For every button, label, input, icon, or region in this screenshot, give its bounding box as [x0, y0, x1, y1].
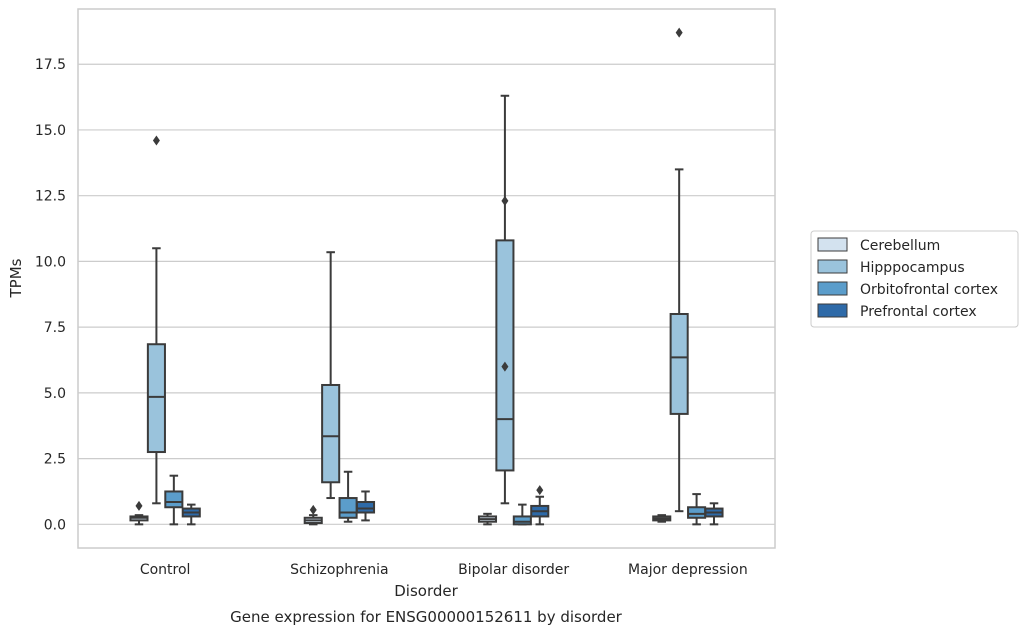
plot-frame: [77, 8, 776, 549]
legend-frame: [810, 230, 1019, 328]
y-tick-label: 5.0: [44, 386, 66, 402]
box-body: [164, 490, 184, 509]
box-cerebellum: [303, 504, 323, 526]
outlier-point: [675, 27, 683, 38]
box-body: [687, 506, 707, 519]
legend-swatch: [817, 281, 848, 296]
legend: Cerebellum Hipppocampus Orbitofrontal cort…: [810, 230, 1019, 328]
x-axis-ticks: Control Schizophrenia Bipolar disorder Majo…: [140, 562, 748, 578]
y-tick-label: 12.5: [35, 189, 66, 205]
legend-swatch: [817, 303, 848, 318]
grid-lines: [78, 63, 775, 525]
y-tick-label: 2.5: [44, 452, 66, 468]
box-hipppocampus: [495, 94, 515, 505]
box-body: [355, 500, 376, 514]
outlier-point: [152, 135, 160, 146]
box-hipppocampus: [669, 27, 689, 513]
legend-label: Cerebellum: [860, 238, 940, 254]
box-cerebellum: [477, 512, 498, 526]
y-tick-label: 10.0: [35, 254, 66, 270]
box-body: [495, 239, 515, 472]
legend-label: Orbitofrontal cortex: [860, 282, 998, 298]
box-cerebellum: [652, 514, 672, 523]
outlier-point: [135, 500, 143, 511]
box-prefrontal-cortex: [181, 503, 201, 526]
outlier-point: [501, 195, 509, 206]
box-orbitofrontal-cortex: [164, 474, 184, 526]
y-tick-label: 0.0: [44, 517, 66, 533]
y-tick-label: 7.5: [44, 320, 66, 336]
legend-label: Prefrontal cortex: [860, 304, 977, 320]
x-tick-label: Major depression: [628, 562, 748, 578]
boxes: [129, 27, 724, 526]
box-cerebellum: [129, 500, 149, 526]
box-prefrontal-cortex: [704, 502, 724, 526]
box-prefrontal-cortex: [355, 490, 376, 522]
y-axis-ticks: 0.0 2.5 5.0 7.5 10.0 12.5 15.0 17.5: [35, 57, 66, 533]
legend-swatch: [817, 259, 848, 274]
x-tick-label: Bipolar disorder: [458, 562, 569, 578]
box-body: [321, 383, 341, 484]
x-axis-label: Disorder: [394, 582, 458, 600]
box-body: [669, 312, 689, 415]
y-axis-label: TPMs: [7, 258, 25, 298]
box-orbitofrontal-cortex: [512, 503, 532, 526]
outlier-point: [501, 361, 509, 372]
legend-swatch: [817, 237, 848, 252]
outlier-point: [309, 504, 317, 515]
box-body: [146, 343, 166, 454]
box-hipppocampus: [321, 251, 341, 500]
box-body: [512, 515, 532, 526]
x-tick-label: Control: [140, 562, 191, 578]
box-hipppocampus: [146, 135, 166, 505]
outlier-point: [536, 485, 544, 496]
box-body: [338, 497, 358, 519]
x-tick-label: Schizophrenia: [290, 562, 388, 578]
chart-caption: Gene expression for ENSG00000152611 by d…: [230, 608, 623, 626]
y-tick-label: 17.5: [35, 57, 66, 73]
plot-background: [78, 9, 775, 548]
legend-label: Hipppocampus: [860, 260, 965, 276]
y-tick-label: 15.0: [35, 123, 66, 139]
box-prefrontal-cortex: [530, 485, 550, 526]
